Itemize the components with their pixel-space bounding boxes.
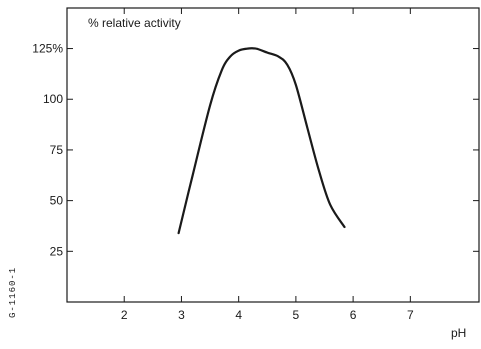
x-tick-label: 2 (121, 308, 128, 322)
x-tick-label: 5 (293, 308, 300, 322)
y-tick-label: 50 (50, 194, 64, 208)
x-tick-label: 6 (350, 308, 357, 322)
plot-frame (66, 7, 480, 303)
x-tick-label: 4 (235, 308, 242, 322)
y-tick-label: 125% (32, 42, 63, 56)
x-axis-label: pH (451, 326, 466, 340)
side-code: G-1160-1 (8, 267, 18, 318)
tick-labels: 2 3 4 5 6 7 25 50 75 100 125% (32, 42, 414, 322)
y-axis-label: % relative activity (88, 16, 181, 30)
y-tick-label: 25 (50, 244, 64, 258)
y-tick-label: 75 (50, 143, 64, 157)
x-tick-label: 3 (178, 308, 185, 322)
x-tick-label: 7 (407, 308, 414, 322)
tick-marks (67, 8, 479, 302)
y-tick-label: 100 (43, 92, 63, 106)
activity-curve (177, 47, 346, 235)
